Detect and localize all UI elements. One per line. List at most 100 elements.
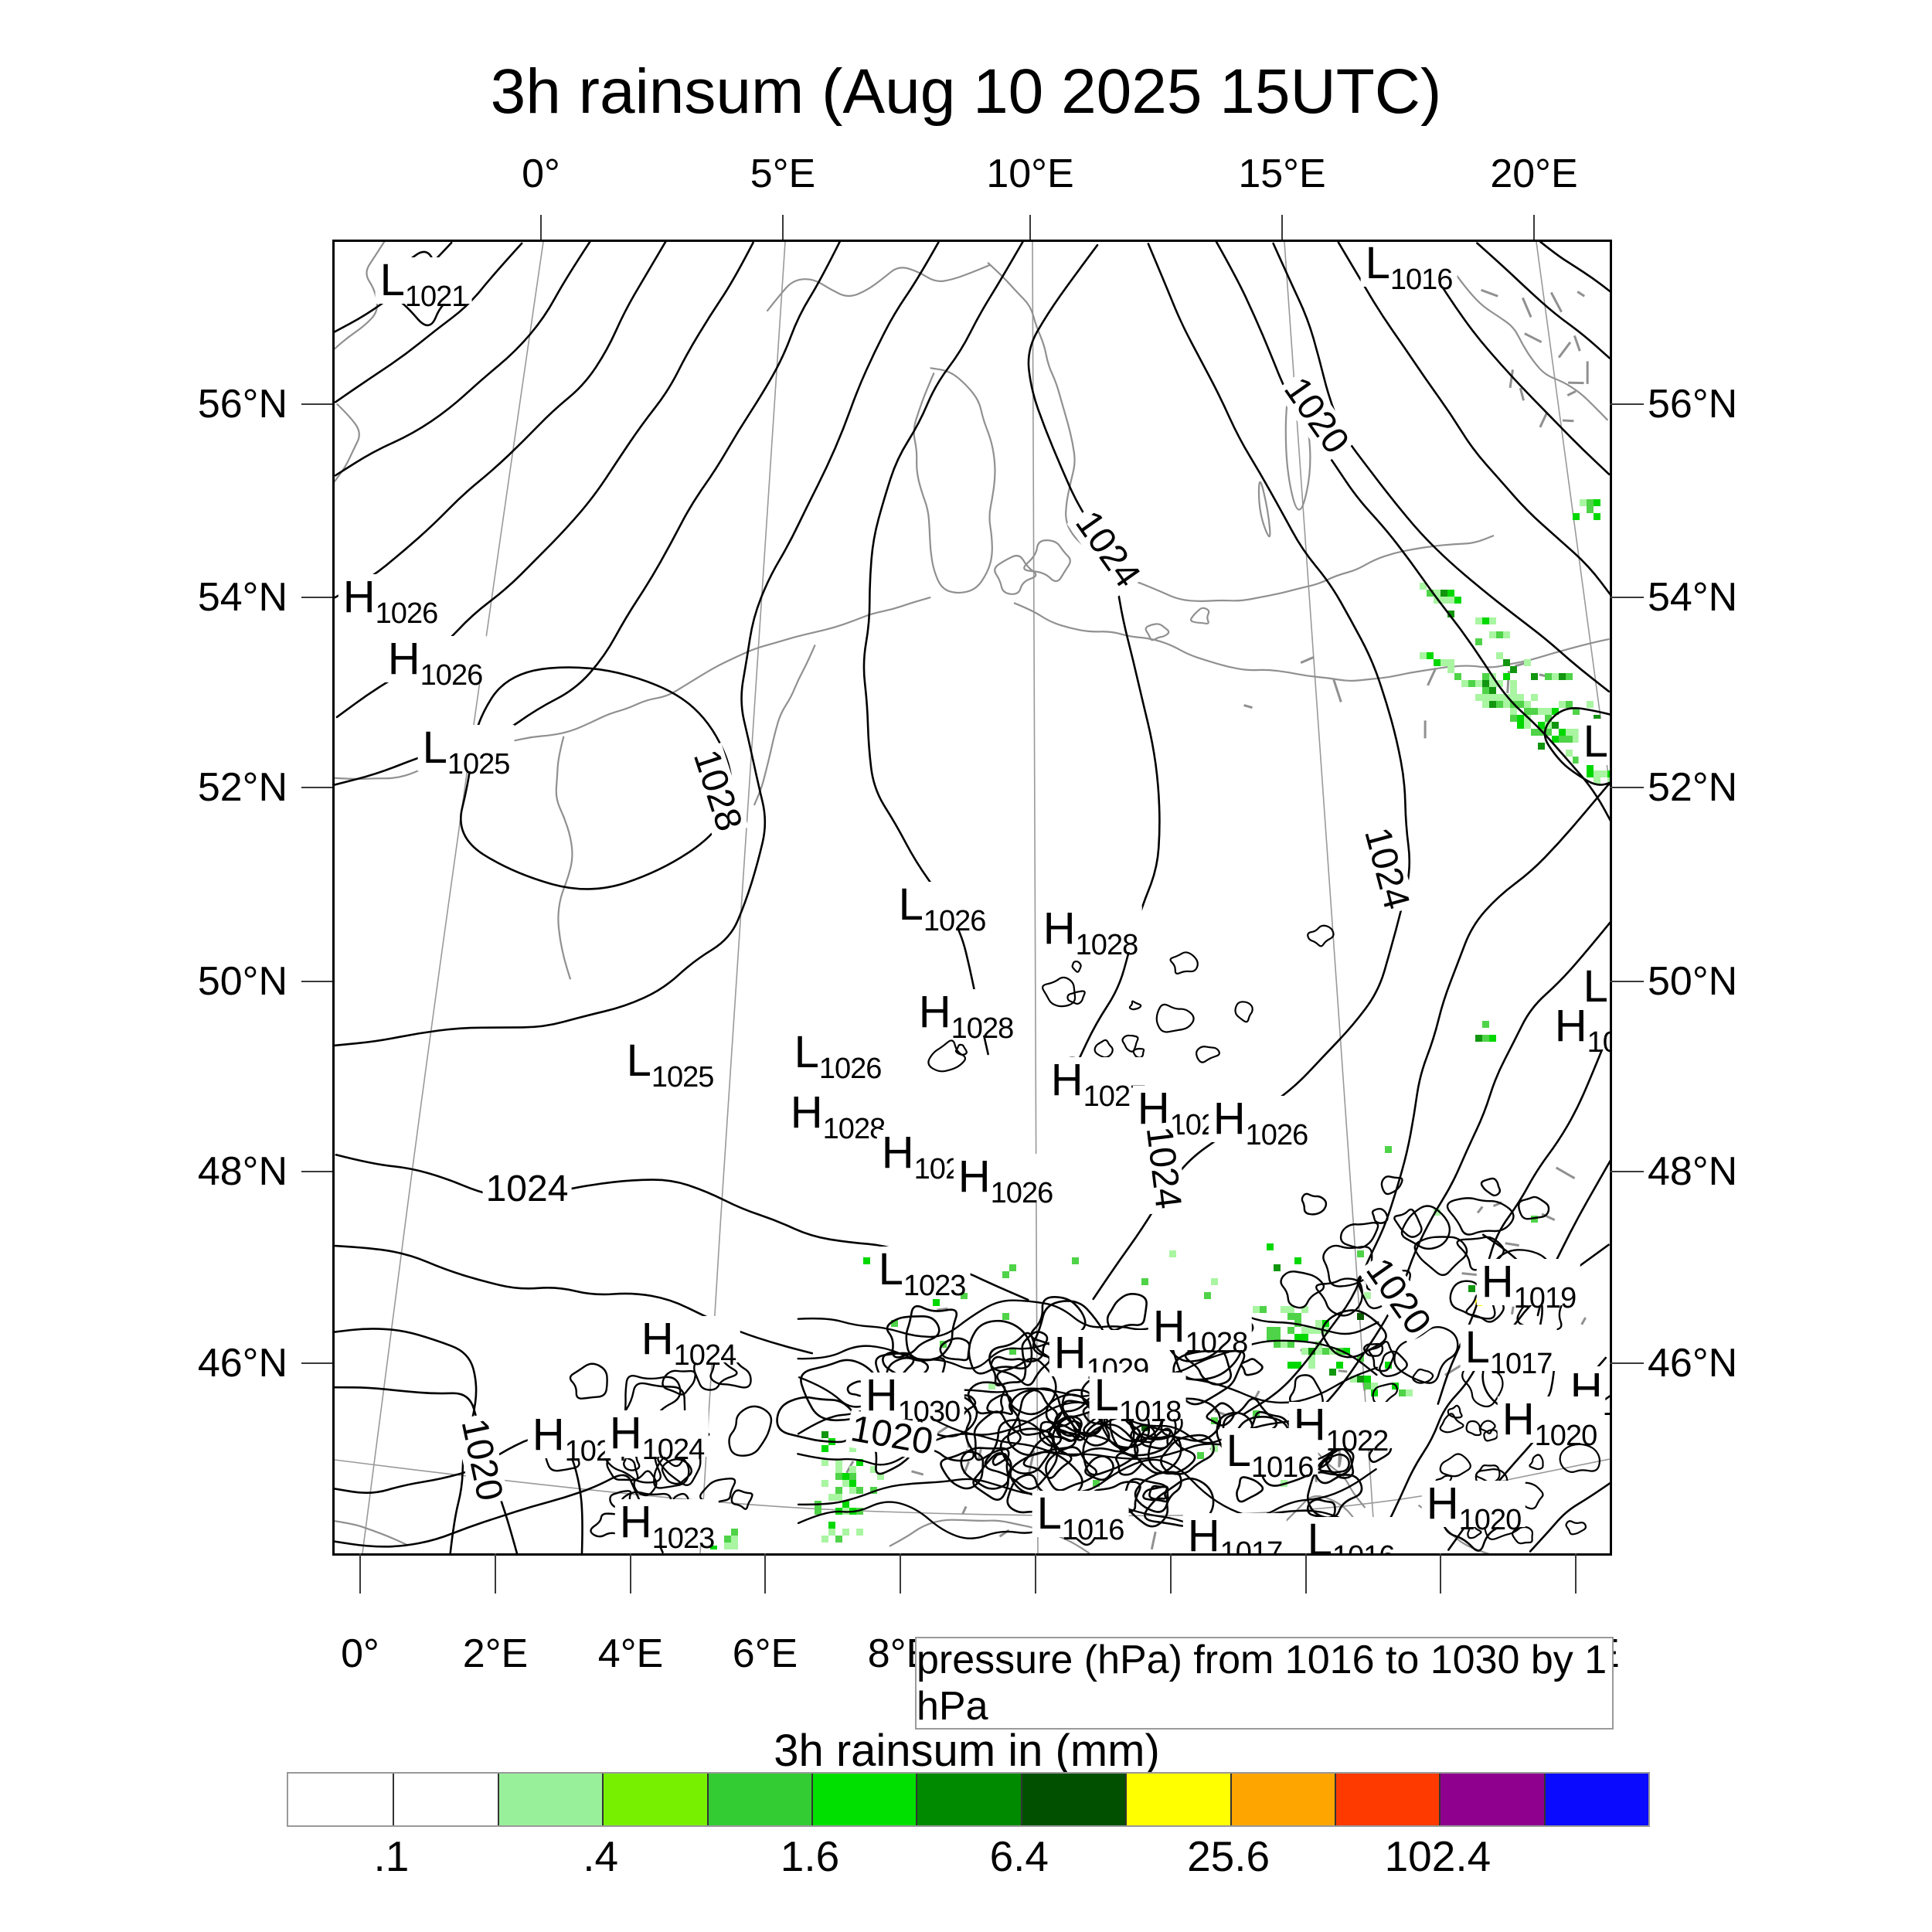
rain-pixel [842,1529,849,1536]
rain-pixel [1308,1355,1315,1362]
rain-pixel [1274,1334,1281,1341]
isobar-cell [1106,1293,1148,1332]
rain-pixel [1009,1348,1016,1355]
graticule-meridian [362,242,544,1553]
isobar-alpine [797,1299,1379,1338]
isobar-cell [1007,1387,1077,1457]
lon-tick-bottom [1170,1553,1172,1594]
rain-pixel [1482,701,1489,708]
rain-pixel [1496,631,1503,638]
lon-tick-bottom [1575,1553,1577,1594]
pressure-label-L1025: L1025 [417,725,515,779]
isobar-cell [1236,1476,1264,1503]
isobar-cell [1446,1197,1515,1236]
rain-pixel [1385,1146,1392,1153]
rain-pixel [1420,583,1427,590]
isobar-cell [776,1396,857,1444]
isobar-cell [1045,1446,1098,1492]
isobar-cell [939,1337,971,1362]
isobar-cell [1056,1420,1082,1442]
rain-pixel [821,1459,828,1466]
isobar [1476,242,1610,359]
rain-pixel [1454,597,1461,604]
lon-tick-bottom [900,1553,901,1594]
coastline [335,403,360,483]
lon-label-bottom: 4°E [597,1631,664,1676]
rain-pixel [1496,694,1503,701]
rain-pixel [1322,1348,1329,1355]
rain-pixel [1552,722,1559,729]
rain-pixel [828,1494,835,1501]
rain-pixel [1294,1257,1301,1264]
rain-pixel [1496,652,1503,659]
coastline [913,367,996,594]
rain-pixel [1524,659,1531,666]
rain-pixel [1489,1035,1496,1042]
rain-pixel [835,1466,842,1473]
rain-pixel [1287,1306,1294,1313]
rain-pixel [1371,1383,1378,1389]
rain-pixel [1538,708,1545,715]
rain-pixel [1489,694,1496,701]
terrain-fragment [1521,297,1532,318]
rain-pixel [1510,694,1517,701]
lon-tick-bottom [359,1553,361,1594]
isobar-cell [1529,1454,1544,1471]
coastline [1445,261,1609,421]
isobar-cell [1465,1420,1482,1437]
isobar-cell [1195,1046,1220,1063]
rain-pixel [1552,736,1559,743]
rain-pixel [1559,736,1566,743]
rain-pixel [821,1445,828,1452]
isobar-cell [662,1369,696,1396]
colorbar-cell-9 [1230,1774,1335,1825]
rain-pixel [1594,715,1600,722]
rain-pixel [1482,1021,1489,1028]
colorbar-cell-8 [1125,1774,1230,1825]
isobar-cell [1140,1426,1172,1450]
isobar-cell [1380,1175,1403,1196]
rain-pixel [933,1299,940,1306]
isobar-cell [996,1357,1057,1416]
terrain-fragment [1562,419,1574,423]
isobar-cell [1071,960,1082,973]
rain-pixel [1475,680,1482,687]
rain-pixel [1447,611,1454,617]
rain-pixel [1447,590,1454,597]
isobar-cell [986,1393,1014,1415]
rain-pixel [1524,722,1531,729]
rain-pixel [1364,1383,1371,1389]
rain-pixel [1503,694,1510,701]
terrain-fragment [911,1470,924,1476]
rain-pixel [1489,680,1496,687]
rain-pixel [1545,708,1552,715]
rain-pixel [1364,1292,1371,1299]
rain-pixel [1371,1389,1378,1396]
isobar [335,242,841,786]
isobar [1539,242,1610,293]
terrain-fragment [1580,1317,1587,1325]
isobar-cell [1412,1368,1434,1384]
rain-pixel [1440,590,1447,597]
isobar-cell [988,1332,1051,1386]
rain-pixel [863,1257,870,1264]
lon-label-bottom: 2°E [462,1631,529,1676]
lon-label-top: 0° [522,151,560,196]
terrain-fragment [1476,1206,1484,1214]
rain-pixel [1399,1389,1406,1396]
isobar [335,242,523,403]
isobar-cell [1393,1326,1459,1384]
rain-pixel [1573,729,1580,736]
rain-pixel [1510,715,1517,722]
rain-pixel [1315,1320,1322,1327]
rain-pixel [1607,777,1610,784]
rain-pixel [1566,729,1573,736]
isobar [335,1437,583,1553]
isobar-cell [1045,1393,1104,1435]
graticule-meridian [1284,242,1376,1553]
rain-pixel [821,1536,828,1543]
pressure-label-H1029: H1029 [1049,1330,1154,1384]
pressure-label-L1023: L1023 [873,1247,971,1301]
rain-pixel [835,1487,842,1494]
rain-pixel [1281,1306,1287,1313]
